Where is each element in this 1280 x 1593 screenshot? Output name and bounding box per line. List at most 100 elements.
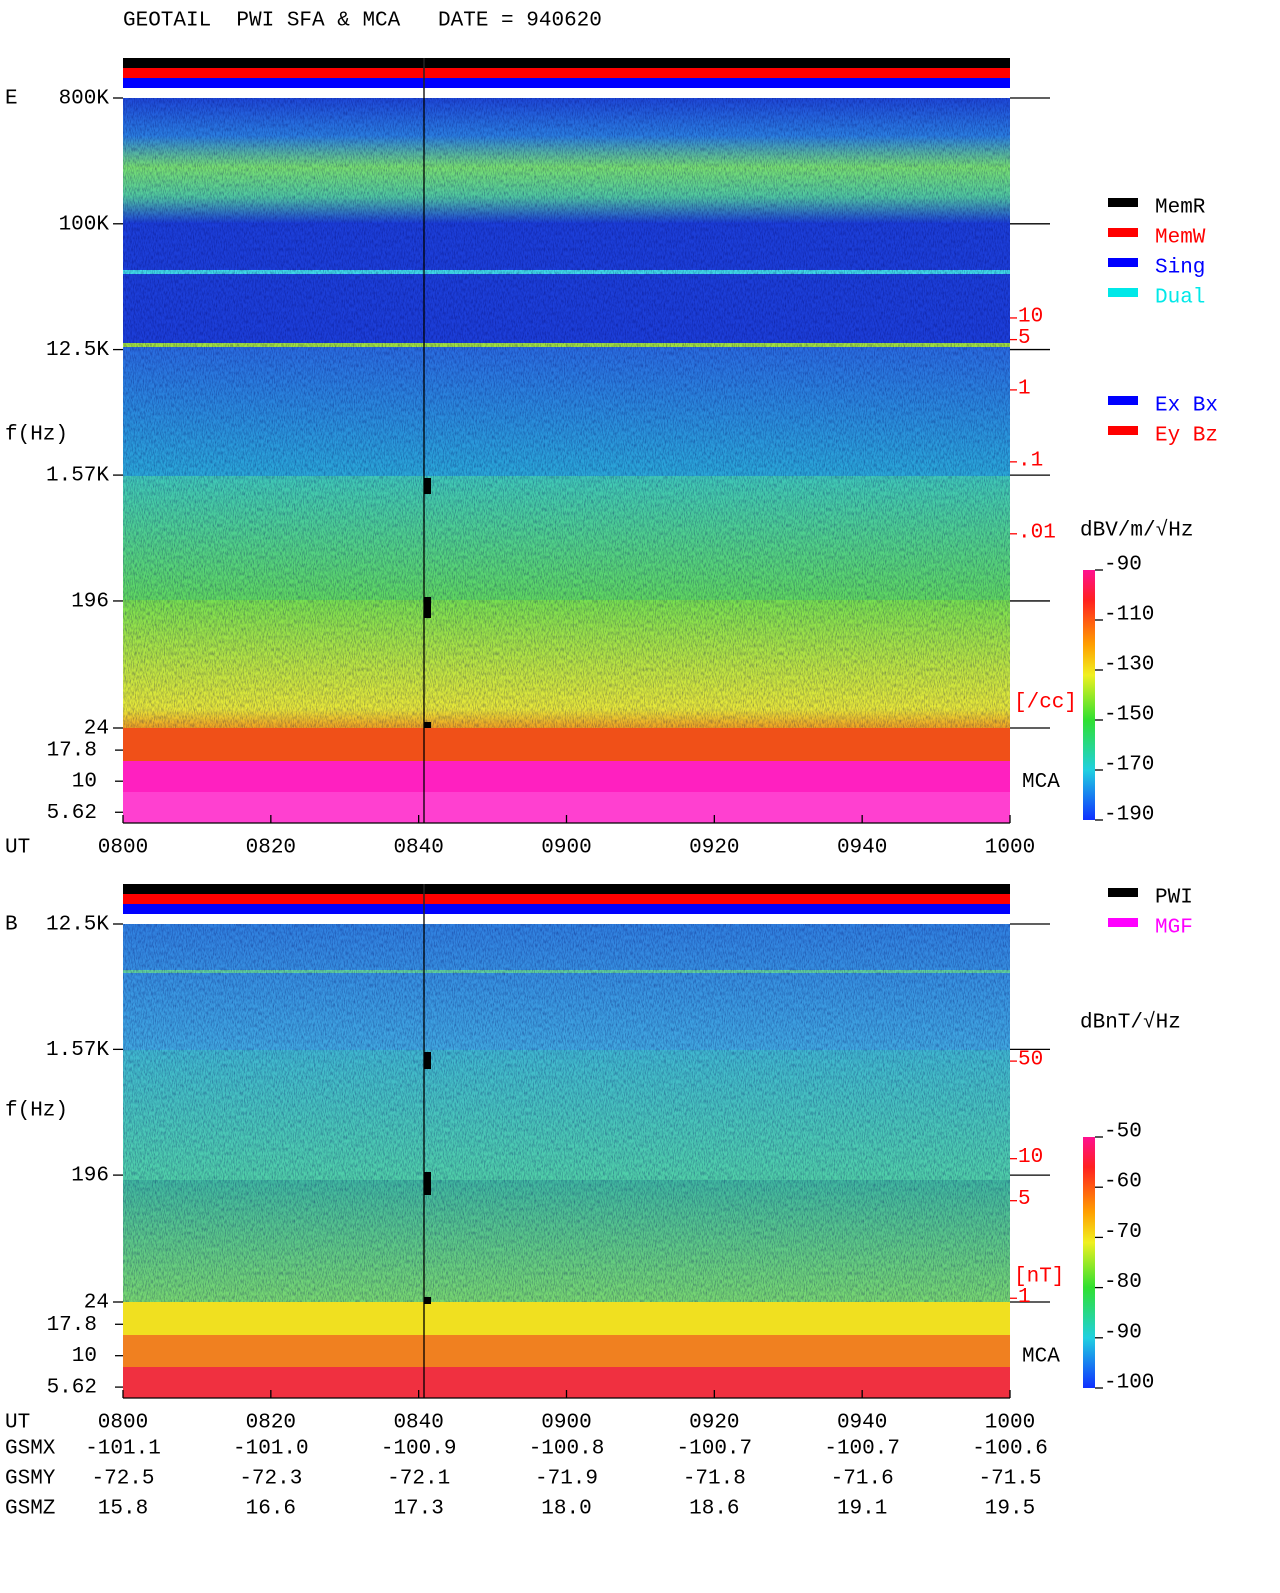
y-tick-label: 24 [84, 718, 109, 741]
y-axis-label: f(Hz) [5, 424, 68, 447]
legend-label: MemR [1155, 197, 1206, 220]
colorbar-tick-label: -190 [1104, 804, 1154, 827]
colorbar-tick-label: -150 [1104, 704, 1154, 727]
orbit-value: 18.0 [541, 1498, 591, 1521]
y2-tick-label: 1 [1018, 377, 1031, 400]
orbit-label: GSMX [5, 1438, 56, 1461]
colorbar-tick-label: -100 [1104, 1372, 1154, 1395]
x-tick-label: 0900 [541, 1412, 591, 1435]
orbit-value: 17.3 [393, 1498, 443, 1521]
x-tick-label: 0900 [541, 837, 591, 860]
panel-label: E [5, 88, 18, 111]
x-tick-label: 0840 [393, 1412, 443, 1435]
title: GEOTAIL PWI SFA & MCA DATE = 940620 [123, 10, 602, 33]
orbit-value: 16.6 [246, 1498, 296, 1521]
legend-label: Dual [1155, 287, 1205, 310]
y-tick-label: 196 [71, 591, 109, 614]
y-tick-label: 1.57K [46, 1039, 109, 1062]
x-tick-label: 1000 [985, 837, 1035, 860]
orbit-value: -100.7 [677, 1438, 753, 1461]
colorbar [1083, 1137, 1095, 1388]
spectrogram-b [123, 884, 1010, 1398]
y-tick-label: 196 [71, 1165, 109, 1188]
orbit-value: 15.8 [98, 1498, 148, 1521]
colorbar-tick-label: -130 [1104, 654, 1154, 677]
y-axis-label: f(Hz) [5, 1100, 68, 1123]
orbit-value: -71.6 [831, 1468, 894, 1491]
mca-label: MCA [1022, 771, 1060, 794]
x-axis-label: UT [5, 837, 30, 860]
legend-swatch [1108, 396, 1138, 405]
x-tick-label: 1000 [985, 1412, 1035, 1435]
colorbar-tick-label: -70 [1104, 1221, 1142, 1244]
y2-tick-label: 50 [1018, 1049, 1043, 1072]
orbit-label: GSMY [5, 1468, 56, 1491]
colorbar-title: dBV/m/√Hz [1080, 519, 1193, 543]
orbit-value: -101.1 [85, 1438, 161, 1461]
y-tick-label: 12.5K [46, 339, 109, 362]
legend-swatch [1108, 426, 1138, 435]
orbit-label: GSMZ [5, 1498, 55, 1521]
y2-tick-label: 5 [1018, 327, 1031, 350]
x-tick-label: 0920 [689, 1412, 739, 1435]
y2-tick-label: 1 [1018, 1286, 1031, 1309]
spectrogram-e [123, 58, 1010, 823]
y-tick-label: 24 [84, 1292, 109, 1315]
colorbar-tick-label: -90 [1104, 1321, 1142, 1344]
legend-label: MGF [1155, 917, 1193, 940]
colorbar-tick-label: -110 [1104, 604, 1154, 627]
orbit-value: 19.1 [837, 1498, 887, 1521]
colorbar-tick-label: -50 [1104, 1121, 1142, 1144]
legend-label: MemW [1155, 227, 1206, 250]
mca-tick-label: 10 [72, 771, 97, 794]
colorbar-tick-label: -90 [1104, 554, 1142, 577]
legend-swatch [1108, 198, 1138, 207]
x-tick-label: 0840 [393, 837, 443, 860]
mca-tick-label: 5.62 [47, 802, 97, 825]
colorbar [1083, 570, 1095, 820]
mca-tick-label: 17.8 [47, 1314, 97, 1337]
x-tick-label: 0940 [837, 1412, 887, 1435]
mca-tick-label: 5.62 [47, 1377, 97, 1400]
legend-swatch [1108, 228, 1138, 237]
colorbar-title: dBnT/√Hz [1080, 1011, 1181, 1035]
orbit-value: -100.7 [824, 1438, 900, 1461]
orbit-value: -72.1 [387, 1468, 450, 1491]
y-tick-label: 100K [59, 213, 110, 236]
orbit-value: -72.5 [91, 1468, 154, 1491]
orbit-value: -71.9 [535, 1468, 598, 1491]
orbit-value: -100.9 [381, 1438, 457, 1461]
legend-label: Ex Bx [1155, 395, 1218, 418]
colorbar-tick-label: -60 [1104, 1171, 1142, 1194]
orbit-value: -72.3 [239, 1468, 302, 1491]
legend-swatch [1108, 258, 1138, 267]
orbit-value: -100.6 [972, 1438, 1048, 1461]
x-tick-label: 0820 [246, 837, 296, 860]
y-tick-label: 1.57K [46, 465, 109, 488]
legend-swatch [1108, 918, 1138, 927]
orbit-value: 18.6 [689, 1498, 739, 1521]
y-tick-label: 800K [59, 88, 110, 111]
y2-tick-label: .1 [1018, 449, 1043, 472]
legend-swatch [1108, 288, 1138, 297]
orbit-value: -71.8 [683, 1468, 746, 1491]
y2-tick-label: 10 [1018, 1146, 1043, 1169]
panel-label: B [5, 914, 18, 937]
y2-tick-label: 10 [1018, 305, 1043, 328]
orbit-value: -101.0 [233, 1438, 309, 1461]
y2-axis-label: [nT] [1014, 1266, 1064, 1289]
legend-swatch [1108, 888, 1138, 897]
x-tick-label: 0820 [246, 1412, 296, 1435]
orbit-value: -100.8 [529, 1438, 605, 1461]
x-tick-label: 0800 [98, 837, 148, 860]
y-tick-label: 12.5K [46, 914, 109, 937]
mca-label: MCA [1022, 1346, 1060, 1369]
x-tick-label: 0940 [837, 837, 887, 860]
legend-label: Sing [1155, 257, 1205, 280]
x-tick-label: 0920 [689, 837, 739, 860]
y2-axis-label: [/cc] [1014, 692, 1077, 715]
mca-tick-label: 10 [72, 1345, 97, 1368]
legend-label: PWI [1155, 887, 1193, 910]
x-axis-label: UT [5, 1412, 30, 1435]
